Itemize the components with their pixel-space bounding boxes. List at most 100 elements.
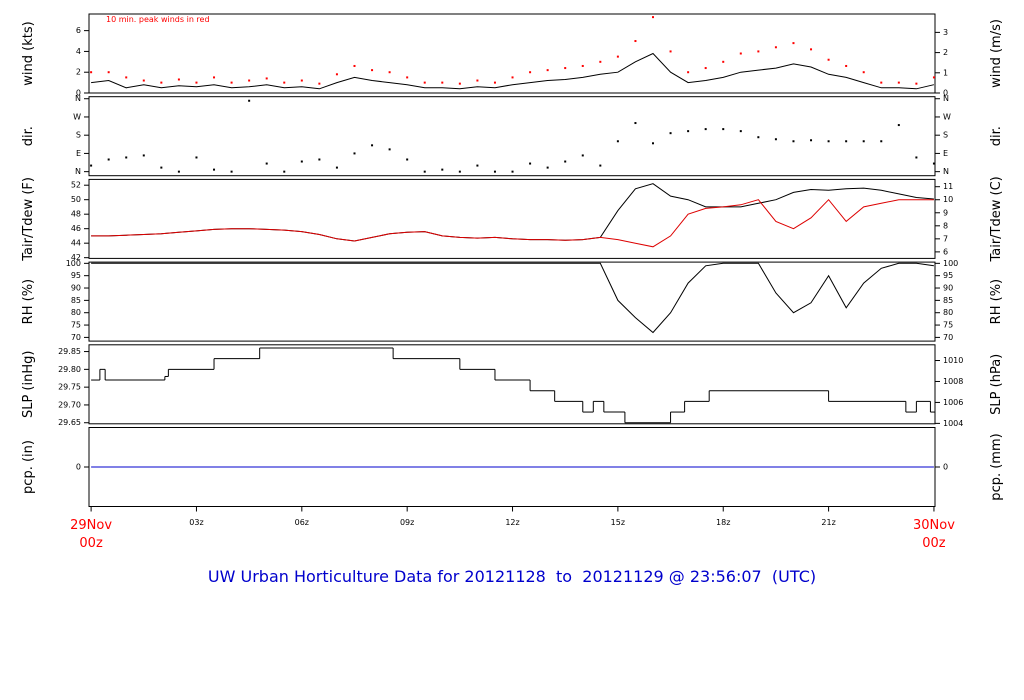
y-tick-label: 8 [943,221,948,230]
data-point [160,81,163,84]
y-axis-label: RH (%) [21,279,36,324]
data-point [177,78,180,81]
y-tick-label: 75 [71,321,81,330]
data-point [493,81,496,84]
y-tick-label: 7 [943,234,948,243]
data-point [546,166,549,169]
y-tick-label: 46 [71,224,81,233]
y-tick-label: 44 [71,239,81,248]
y-tick-label: 6 [76,26,81,35]
data-point [213,76,216,79]
y-tick-label: 29.70 [58,400,81,409]
y-axis-label: dir. [21,126,36,146]
chart-title: UW Urban Horticulture Data for 20121128 … [208,567,816,586]
data-point [125,156,128,159]
y-tick-label: 100 [66,259,81,268]
data-point [845,140,848,143]
y-tick-label: W [73,112,81,121]
data-point [318,158,321,161]
data-point [107,71,110,74]
data-point [897,124,900,127]
data-point [862,71,865,74]
data-point [774,138,777,141]
y-tick-label: 70 [71,333,81,342]
data-point [810,139,813,142]
y2-axis-label: dir. [989,126,1004,146]
data-point [371,69,374,72]
y-tick-label: N [75,167,81,176]
y-axis-label: SLP (inHg) [21,351,36,419]
y-tick-label: 1008 [943,377,963,386]
data-point [827,140,830,143]
data-point [388,71,391,74]
data-point [792,42,795,45]
data-point [722,128,725,131]
data-point [177,170,180,173]
data-point [669,50,672,53]
y-tick-label: 10 [943,195,953,204]
y-tick-label: 70 [943,333,953,342]
data-point [932,162,935,165]
y-tick-label: 1006 [943,398,963,407]
data-line [91,198,934,248]
data-point [335,73,338,76]
y-tick-label: 2 [943,48,948,57]
data-point [406,158,409,161]
data-point [915,82,918,85]
y-tick-label: 0 [943,463,948,472]
x-tick-label: 03z [189,518,204,527]
data-point [300,79,303,82]
y-tick-label: 50 [71,195,81,204]
data-point [687,71,690,74]
x-tick-label: 21z [821,518,836,527]
y-tick-label: 29.80 [58,365,81,374]
data-point [529,71,532,74]
y-tick-label: 3 [943,28,948,37]
data-point [213,168,216,171]
x-tick-label: 30Nov 00z [912,518,955,551]
y-axis-label: Tair/Tdew (F) [21,177,36,262]
data-point [880,140,883,143]
data-point [283,170,286,173]
data-point [599,164,602,167]
data-point [599,60,602,63]
y-tick-label: 1010 [943,356,963,365]
data-point [511,76,514,79]
data-point [265,162,268,165]
data-point [423,81,426,84]
x-tick-label: 12z [505,518,520,527]
data-point [669,132,672,135]
y-tick-label: S [76,131,81,140]
y2-axis-label: wind (m/s) [989,19,1004,88]
data-point [248,99,251,102]
y-tick-label: 80 [943,308,953,317]
y-tick-label: N [943,167,949,176]
data-point [283,81,286,84]
data-point [581,64,584,67]
data-point [335,166,338,169]
y-tick-label: 1004 [943,419,963,428]
y-tick-label: 80 [71,308,81,317]
panel-frame [88,96,936,177]
panel-frame [88,261,936,342]
panel-frame [88,13,936,94]
y-tick-label: 95 [943,271,953,280]
data-point [915,156,918,159]
y-tick-label: 95 [71,271,81,280]
data-point [230,170,233,173]
data-point [739,130,742,133]
y-tick-label: 90 [71,284,81,293]
data-point [652,16,654,19]
y-tick-label: 52 [71,181,81,190]
y-tick-label: 11 [943,182,953,191]
data-point [476,164,479,167]
data-point [897,81,900,84]
x-tick-label: 18z [716,518,731,527]
data-point [511,170,514,173]
y-tick-label: 42 [71,253,81,262]
data-point [441,168,444,171]
data-point [652,142,654,145]
data-point [458,170,461,173]
